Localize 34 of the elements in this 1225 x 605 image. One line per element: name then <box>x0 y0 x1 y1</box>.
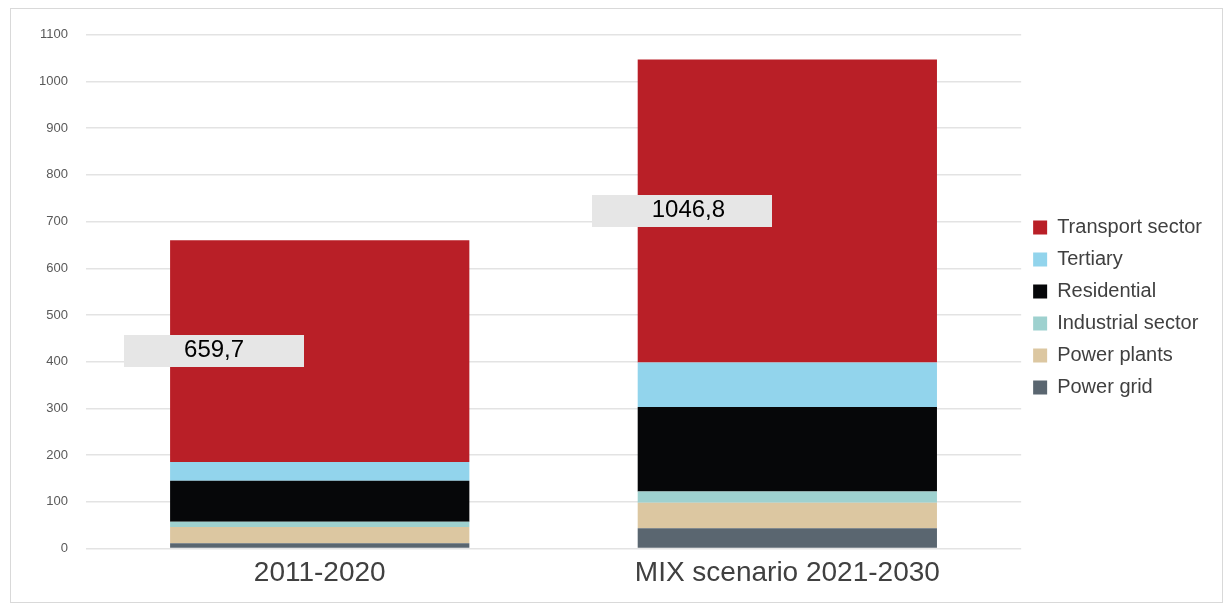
y-tick-label: 600 <box>46 259 68 275</box>
legend-label: Power plants <box>1057 343 1173 366</box>
legend-label: Industrial sector <box>1057 311 1199 334</box>
y-tick-label: 100 <box>46 493 68 509</box>
y-tick-label: 1000 <box>39 73 68 89</box>
x-tick-label: MIX scenario 2021-2030 <box>634 555 940 587</box>
bar <box>170 521 470 527</box>
bar <box>170 526 470 544</box>
bar <box>637 491 937 503</box>
bar <box>637 528 937 548</box>
bar <box>170 462 470 481</box>
y-tick-label: 400 <box>46 353 68 369</box>
bar <box>637 406 937 492</box>
legend-label: Tertiary <box>1057 247 1123 270</box>
callout-box: 659,7 <box>124 335 305 368</box>
y-tick-label: 900 <box>46 119 68 135</box>
bar <box>170 480 470 522</box>
x-tick-label: 2011-2020 <box>253 555 386 587</box>
bar <box>637 502 937 529</box>
y-tick-label: 1100 <box>39 26 68 42</box>
y-tick-label: 300 <box>46 399 68 415</box>
y-tick-label: 500 <box>46 306 68 322</box>
bar <box>170 240 470 463</box>
bar <box>637 59 937 363</box>
bar <box>170 543 470 548</box>
y-tick-label: 0 <box>60 539 68 555</box>
y-tick-label: 200 <box>46 446 68 462</box>
legend-label: Transport sector <box>1057 215 1203 238</box>
legend-label: Residential <box>1057 279 1157 302</box>
bar <box>637 362 937 407</box>
callout-box: 1046,8 <box>591 195 772 228</box>
legend-label: Power grid <box>1057 375 1153 398</box>
y-tick-label: 800 <box>46 166 68 182</box>
y-tick-label: 700 <box>46 213 68 229</box>
